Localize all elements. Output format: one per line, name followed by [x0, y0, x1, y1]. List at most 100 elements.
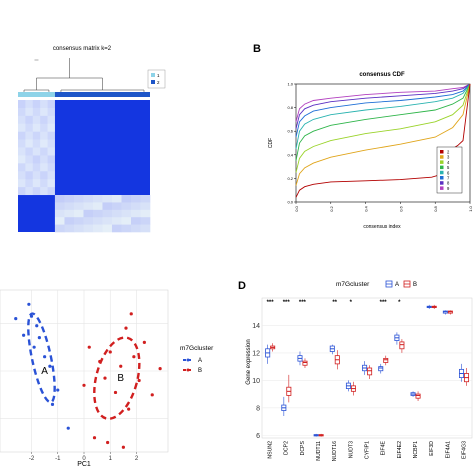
cdf-legend-label: 5 — [447, 165, 450, 170]
cdf-legend-swatch — [440, 170, 444, 175]
heatmap-cell — [18, 131, 26, 140]
heatmap-cell — [83, 217, 94, 225]
pca-point-B — [121, 445, 125, 449]
box-category-label: DCP2 — [284, 441, 290, 455]
heatmap-cell — [111, 209, 122, 218]
cdf-y-label: CDF — [268, 138, 274, 148]
cdf-line-k2 — [295, 83, 471, 198]
pca-ellipse-B — [93, 336, 141, 420]
heatmap-cell — [54, 195, 65, 203]
heatmap-cell — [40, 123, 48, 132]
heatmap-cell — [40, 139, 48, 148]
pca-point-B — [124, 326, 128, 330]
pca-point-B — [103, 376, 107, 380]
cdf-legend-label: 6 — [447, 170, 450, 175]
box-marks — [265, 304, 470, 437]
legend-label: 2 — [157, 80, 160, 85]
heatmap-cell — [92, 224, 103, 233]
heatmap-cell — [92, 202, 103, 211]
box-body-B — [415, 393, 421, 399]
heatmap-cell — [140, 224, 151, 233]
heatmap-cell — [32, 171, 41, 180]
pca-centroid-label-B: B — [117, 373, 124, 384]
heatmap-cell — [18, 171, 26, 180]
heatmap-cell — [64, 224, 75, 233]
pca-legend-title: m7Gcluster — [180, 345, 214, 352]
cdf-plot-frame — [295, 83, 471, 203]
pca-point-A — [37, 336, 41, 340]
pca-x-axis: -2 -1 0 1 2 — [29, 452, 139, 462]
heatmap-cell — [40, 163, 48, 172]
heatmap-cell — [111, 217, 122, 225]
box-category-label: NUDT3 — [348, 441, 354, 458]
cluster-bar-segment — [54, 92, 150, 97]
pca-point-A — [22, 333, 26, 337]
pca-point-B — [129, 312, 133, 316]
pca-point-B — [137, 378, 141, 383]
heatmap-cell — [47, 107, 56, 117]
box-category-label: EIF4A1 — [445, 441, 451, 458]
heatmap-cell — [111, 195, 122, 203]
cdf-line-k7 — [295, 83, 471, 138]
heatmap-cells — [18, 100, 151, 233]
heatmap-cell — [54, 202, 65, 211]
cdf-legend-swatch — [440, 150, 444, 154]
box-legend-title: m7Gcluster — [336, 281, 370, 288]
box-legend-label: A — [395, 282, 399, 288]
box-significance: ** — [332, 300, 337, 306]
box-category-label: EIF4E2 — [397, 441, 403, 458]
pca-x-tick-label: -2 — [29, 456, 35, 462]
cdf-y-tick-label: 0.8 — [287, 105, 293, 110]
cdf-line-k5 — [295, 83, 471, 161]
heatmap-cell — [54, 217, 65, 225]
pca-point-A — [32, 345, 36, 349]
pca-point-A — [35, 324, 39, 328]
heatmap-cell — [64, 209, 75, 218]
cdf-axes: 0.0 0.2 0.4 0.6 0.8 1.0 0.0 0.2 0.4 0.6 0.8 1.0 — [287, 82, 473, 212]
cdf-y-tick-label: 0.4 — [287, 152, 293, 157]
pca-point-B — [98, 359, 102, 364]
heatmap-cell — [54, 209, 65, 218]
pca-legend-label: A — [198, 358, 202, 364]
pca-point-B — [82, 383, 86, 387]
pca-legend-label: B — [198, 368, 202, 374]
pca-point-A — [48, 364, 52, 368]
heatmap-cell — [18, 155, 26, 164]
pca-point-A — [56, 388, 60, 392]
heatmap-cell — [32, 131, 41, 140]
pca-point-B — [108, 350, 112, 354]
heatmap-cell — [47, 163, 56, 172]
pca-ellipse-A — [27, 312, 56, 404]
pca-point-B — [87, 345, 91, 349]
pca-points — [14, 302, 162, 449]
heatmap-cell — [73, 195, 84, 203]
heatmap-dendrogram — [23, 58, 145, 96]
cdf-legend-label: 2 — [447, 150, 450, 155]
heatmap-legend: 12 — [147, 69, 166, 89]
cdf-x-label: consensus index — [363, 224, 401, 230]
heatmap-cell — [40, 100, 48, 109]
box-body-B — [399, 341, 405, 350]
heatmap-cell — [47, 179, 56, 188]
heatmap-cell — [140, 209, 151, 218]
cdf-line-k9 — [295, 83, 471, 122]
pca-ellipses — [27, 312, 141, 420]
heatmap-cell — [40, 179, 48, 188]
cdf-line-k3 — [295, 83, 471, 186]
heatmap-cell — [121, 224, 132, 233]
box-category-label: EIF4E — [381, 440, 387, 455]
pca-point-B — [113, 390, 118, 395]
heatmap-cell — [18, 163, 26, 172]
box-category-label: NUDT16 — [332, 441, 338, 461]
heatmap-cell — [40, 155, 48, 164]
cdf-legend-label: 9 — [447, 186, 450, 191]
box-y-tick-label: 10 — [252, 378, 260, 385]
pca-legend-dot — [186, 358, 190, 362]
heatmap-cell — [111, 202, 122, 211]
heatmap-cell — [130, 209, 141, 218]
panel-d-label: D — [238, 280, 246, 292]
cdf-legend-swatch — [440, 165, 444, 170]
heatmap-cell — [47, 123, 56, 132]
pca-legend: m7Gcluster AB — [180, 345, 214, 374]
